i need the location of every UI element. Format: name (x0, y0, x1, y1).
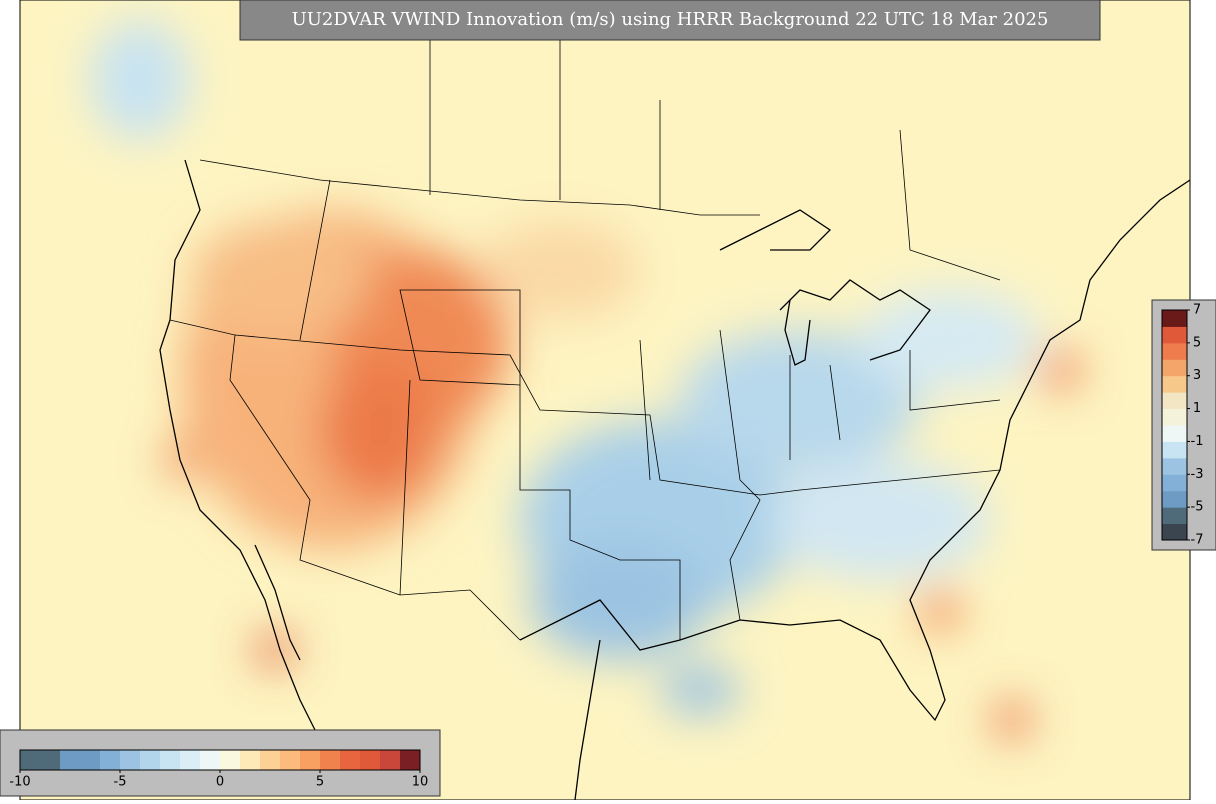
tick-label: -5 (114, 775, 127, 790)
colorbars: -10 -5 0 5 10 7 5 3 1 -1 -3 -5 -7 (9, 303, 1203, 790)
color-band (300, 750, 321, 770)
color-band (40, 750, 61, 770)
tick-label: -10 (9, 775, 30, 790)
color-band (1162, 326, 1187, 344)
color-band (1162, 359, 1187, 377)
color-band (140, 750, 161, 770)
color-band (1162, 507, 1187, 525)
color-band (200, 750, 221, 770)
color-band (20, 750, 41, 770)
colorbar-frame (1161, 309, 1188, 541)
color-band (1162, 425, 1187, 442)
color-band (100, 750, 121, 770)
tick-label: 0 (216, 775, 224, 790)
tick-label: 1 (1193, 401, 1201, 416)
color-band (1162, 523, 1187, 541)
color-band (1162, 310, 1187, 327)
tick-label: -3 (1191, 467, 1204, 482)
color-band (80, 750, 101, 770)
tick-label: -5 (1191, 500, 1204, 515)
color-band (220, 750, 241, 770)
color-band (180, 750, 201, 770)
color-band (1162, 457, 1187, 475)
tick-label: 5 (1193, 335, 1201, 350)
color-band (320, 750, 341, 770)
color-band (240, 750, 261, 770)
color-band (280, 750, 301, 770)
color-band (1162, 342, 1187, 360)
color-band (400, 750, 421, 770)
tick-label: 10 (412, 775, 429, 790)
color-band (340, 750, 361, 770)
tick-label: 3 (1193, 368, 1201, 383)
color-band (1162, 392, 1187, 410)
innovation-field (90, 20, 1080, 738)
color-band (260, 750, 281, 770)
title-box (239, 0, 1101, 41)
color-band (380, 750, 401, 770)
color-band (1162, 408, 1187, 426)
color-band (1162, 490, 1187, 508)
tick-label: 7 (1193, 303, 1201, 318)
tick-label: -7 (1191, 533, 1204, 548)
tick-label: 5 (316, 775, 324, 790)
color-band (360, 750, 381, 770)
color-band (60, 750, 81, 770)
color-band (1162, 474, 1187, 492)
color-band (1162, 441, 1187, 459)
tick-label: -1 (1191, 434, 1204, 449)
title: UU2DVAR VWIND Innovation (m/s) using HRR… (292, 9, 1049, 30)
borders (169, 20, 1001, 641)
color-band (1162, 375, 1187, 393)
color-band (160, 750, 181, 770)
color-band (120, 750, 141, 770)
